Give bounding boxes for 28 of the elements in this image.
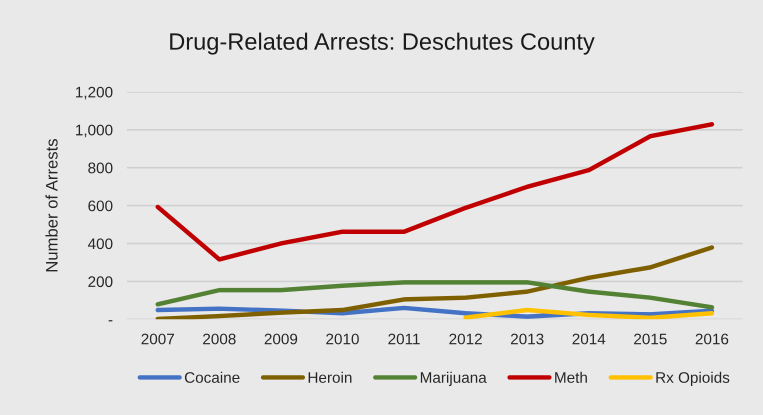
- legend-label: Meth: [555, 372, 587, 383]
- y-axis-title: Number of Arrests: [45, 139, 58, 272]
- y-tick-label: 1,200: [76, 86, 112, 100]
- x-tick-label: 2010: [326, 334, 359, 344]
- x-tick-label: 2014: [572, 334, 606, 344]
- line-series: [463, 308, 714, 320]
- x-tick-label: 2007: [142, 334, 174, 344]
- x-tick-label: 2008: [203, 334, 236, 344]
- y-tick-label: 200: [88, 276, 112, 288]
- y-tick-label: 600: [88, 200, 112, 212]
- x-tick-label: 2016: [696, 334, 728, 344]
- line-series: [156, 280, 714, 310]
- x-tick-label: 2009: [264, 334, 298, 344]
- y-tick-label: 400: [88, 238, 112, 250]
- x-tick-label: 2015: [634, 334, 667, 344]
- y-tick-label: -: [108, 320, 112, 322]
- x-tick-label: 2012: [449, 334, 482, 344]
- legend-label: Marijuana: [420, 372, 487, 386]
- line-series: [156, 245, 714, 320]
- legend-label: Heroin: [308, 372, 352, 383]
- legend-label: Rx Opioids: [656, 372, 730, 386]
- x-tick-label: 2011: [388, 334, 420, 344]
- y-tick-label: 800: [88, 162, 112, 174]
- line-series: [156, 122, 714, 262]
- chart-title: Drug-Related Arrests: Deschutes County: [170, 32, 595, 55]
- y-tick-label: 1,000: [76, 124, 112, 138]
- x-tick-label: 2013: [510, 334, 544, 344]
- legend-label: Cocaine: [184, 372, 240, 383]
